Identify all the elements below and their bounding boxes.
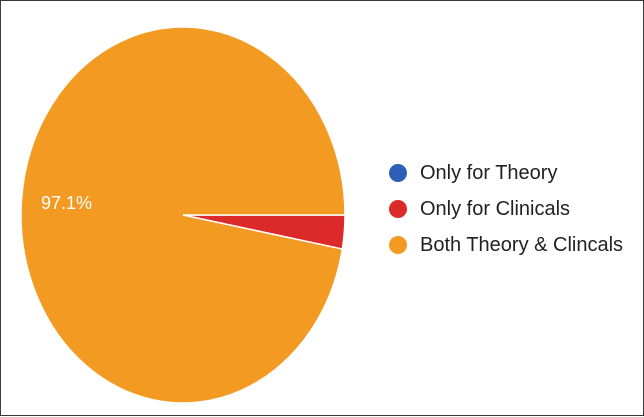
legend-swatch-only-theory xyxy=(389,164,407,182)
legend-item-only-clinicals: Only for Clinicals xyxy=(389,191,623,227)
legend-swatch-only-clinicals xyxy=(389,200,407,218)
legend-swatch-both xyxy=(389,236,407,254)
data-label-both: 97.1% xyxy=(41,193,92,213)
legend-item-only-theory: Only for Theory xyxy=(389,155,623,191)
pie-slice-both-theory-clincals xyxy=(20,26,346,404)
legend-label-only-theory: Only for Theory xyxy=(420,161,558,184)
legend: Only for Theory Only for Clinicals Both … xyxy=(389,155,623,263)
legend-item-both: Both Theory & Clincals xyxy=(389,227,623,263)
legend-label-both: Both Theory & Clincals xyxy=(420,233,624,256)
legend-label-only-clinicals: Only for Clinicals xyxy=(420,197,571,220)
